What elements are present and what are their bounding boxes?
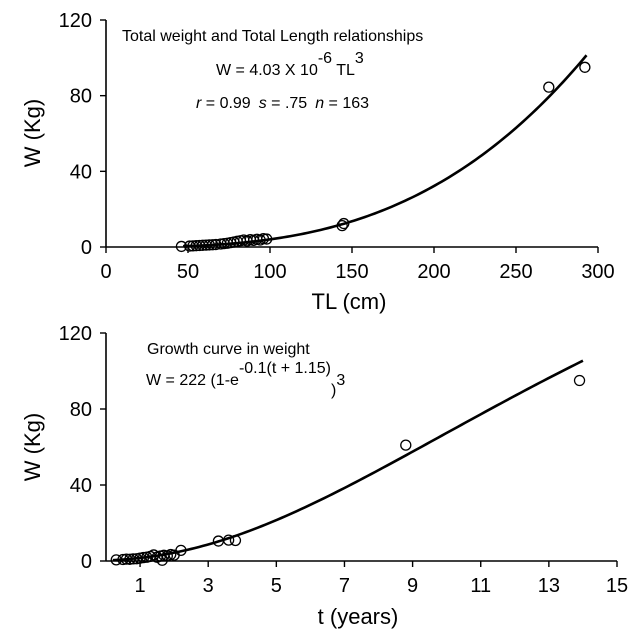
length-weight-axes <box>105 20 598 248</box>
x-tick-label: 7 <box>339 575 350 597</box>
data-point <box>338 217 350 230</box>
length-weight-points <box>175 61 591 253</box>
x-tick-label: 15 <box>606 575 628 597</box>
data-point <box>579 61 591 73</box>
y-tick-label: 40 <box>70 161 92 183</box>
growth-curve-xlabel: t (years) <box>318 604 399 629</box>
x-tick-label: 3 <box>203 575 214 597</box>
length-weight-stats: r = 0.99 s = .75 n = 163 <box>196 95 369 112</box>
data-point <box>543 81 555 93</box>
fit-curve-line <box>183 54 588 248</box>
x-tick-label: 200 <box>417 261 450 283</box>
y-tick-label: 120 <box>59 323 92 345</box>
data-point <box>222 534 235 546</box>
length-weight-equation: W = 4.03 X 10-6 TL3 <box>216 50 364 79</box>
y-tick-label: 80 <box>70 399 92 421</box>
y-tick-label: 0 <box>81 237 92 259</box>
data-point <box>175 544 187 557</box>
x-tick-label: 0 <box>100 261 111 283</box>
y-tick-label: 80 <box>70 86 92 108</box>
data-point <box>206 239 219 251</box>
data-point <box>156 554 168 566</box>
x-tick-label: 100 <box>253 261 286 283</box>
growth-curve-equation: W = 222 (1-e-0.1(t + 1.15))3 <box>146 360 345 399</box>
x-tick-label: 50 <box>177 261 199 283</box>
data-point <box>261 233 273 245</box>
x-tick-label: 9 <box>407 575 418 597</box>
y-tick-label: 40 <box>70 475 92 497</box>
data-point <box>210 238 222 251</box>
fit-curve-line <box>112 359 584 562</box>
length-weight-ticks: 0 40 80 120 0 50 100 150 200 250 300 <box>59 10 615 283</box>
length-weight-fit <box>183 54 588 248</box>
data-point <box>573 374 586 387</box>
growth-curve-axes <box>105 333 617 562</box>
growth-curve-ylabel: W (Kg) <box>20 413 45 481</box>
data-point <box>175 240 188 253</box>
growth-curve-title: Growth curve in weight <box>147 341 310 358</box>
x-tick-label: 1 <box>135 575 146 597</box>
y-tick-label: 0 <box>81 551 92 573</box>
length-weight-xlabel: TL (cm) <box>312 289 387 314</box>
growth-curve-fit <box>112 359 584 562</box>
data-point <box>400 439 412 451</box>
length-weight-chart: 0 40 80 120 0 50 100 150 200 250 300 Total weight … <box>20 10 615 314</box>
growth-curve-points <box>110 374 586 566</box>
x-tick-label: 13 <box>538 575 560 597</box>
x-tick-label: 250 <box>499 261 532 283</box>
data-point <box>137 551 150 564</box>
x-tick-label: 11 <box>470 575 491 597</box>
x-tick-label: 150 <box>335 261 368 283</box>
x-tick-label: 5 <box>271 575 282 597</box>
data-point <box>336 219 348 232</box>
data-point <box>229 534 242 547</box>
y-tick-label: 120 <box>59 10 92 32</box>
x-tick-label: 300 <box>581 261 614 283</box>
length-weight-ylabel: W (Kg) <box>20 99 45 167</box>
data-point <box>257 233 270 245</box>
data-point <box>203 239 215 251</box>
length-weight-title: Total weight and Total Length relationsh… <box>122 28 423 45</box>
